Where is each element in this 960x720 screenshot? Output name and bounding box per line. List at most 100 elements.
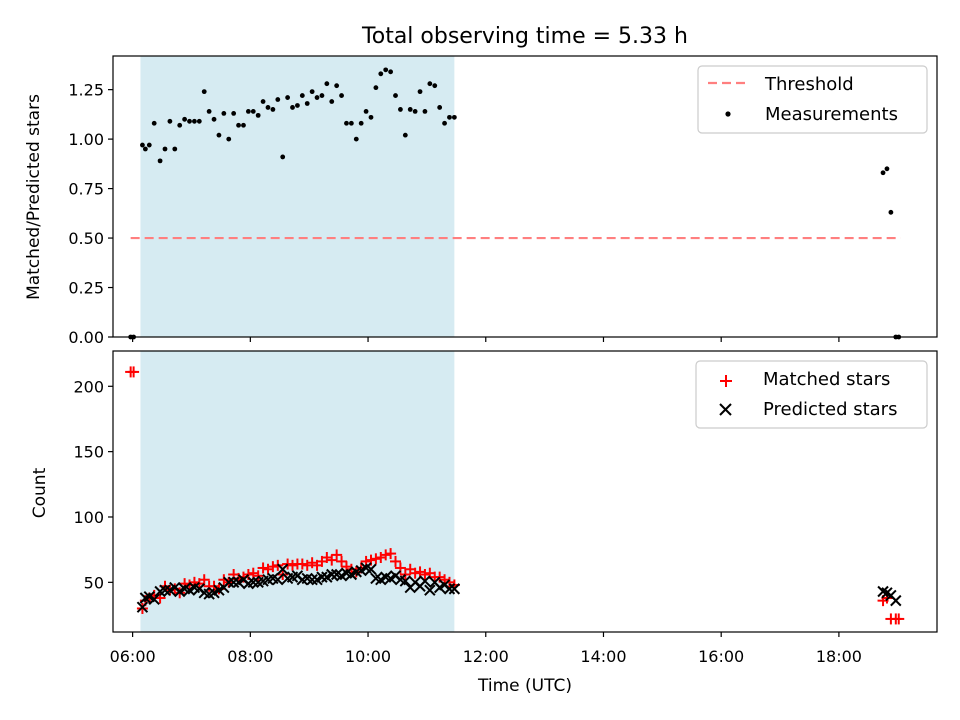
measurement-point [407, 107, 413, 112]
measurement-point [383, 67, 389, 73]
measurement-point [275, 97, 281, 102]
y-tick-label: 100 [73, 508, 104, 527]
legend-top: Threshold Measurements [697, 65, 928, 134]
measurement-point [192, 118, 197, 124]
measurement-point [353, 136, 359, 142]
measurement-point [888, 209, 894, 215]
measurement-point [285, 95, 291, 100]
legend-matched-label: Matched stars [763, 369, 890, 390]
matched-star-point [247, 567, 259, 579]
measurement-point [245, 109, 251, 114]
matched-star-point [370, 553, 382, 565]
measurement-point [437, 105, 443, 110]
measurement-point [388, 69, 394, 75]
predicted-star-point [326, 568, 338, 581]
measurement-point [151, 120, 157, 126]
plot-frame-bottom [112, 350, 938, 633]
y-tick-label: 200 [73, 377, 104, 396]
measurement-point [398, 107, 403, 112]
matched-star-point [128, 366, 140, 378]
x-tick-label: 08:00 [227, 647, 273, 666]
measurement-point [172, 146, 178, 152]
matched-star-point [321, 552, 333, 564]
predicted-star-point [148, 593, 160, 606]
measurement-point [182, 116, 188, 122]
predicted-star-point [159, 584, 171, 596]
legend-threshold-label: Threshold [764, 74, 854, 95]
legend-measurements-swatch [725, 111, 731, 117]
measurement-point [201, 89, 207, 95]
measurement-point [368, 114, 374, 120]
legend-box-top [697, 65, 928, 134]
predicted-star-point [227, 576, 240, 589]
y-axis-ticks-bottom: 50 100 150 200 [73, 377, 113, 592]
x-tick-label: 18:00 [816, 647, 862, 666]
measurement-point [314, 95, 320, 100]
measurement-point [255, 112, 261, 118]
legend-box-bottom [695, 360, 928, 429]
y-tick-label: 0.25 [68, 279, 104, 298]
matched-star-point [198, 574, 210, 586]
y-tick-label: 1.00 [68, 130, 104, 149]
measurement-point [378, 71, 384, 77]
measurement-point [417, 89, 423, 95]
predicted-star-point [877, 585, 889, 598]
count-panel: 50 100 150 200 06:00 08:00 10:00 12:00 14:00 16:… [30, 350, 938, 696]
legend-predicted-swatch [719, 403, 732, 416]
measurement-point [339, 93, 344, 98]
x-axis-label: Time (UTC) [477, 676, 572, 696]
predicted-star-point [419, 575, 431, 587]
measurement-point [167, 118, 173, 124]
measurement-point [344, 120, 349, 126]
legend-measurements-label: Measurements [765, 104, 898, 125]
predicted-star-point [276, 563, 289, 575]
measurement-point [162, 146, 168, 152]
matched-star-point [409, 567, 421, 579]
predicted-star-point [136, 601, 149, 613]
measurement-point [884, 166, 890, 172]
predicted-star-point [424, 584, 436, 596]
measurement-point [880, 170, 886, 176]
measurement-point [432, 83, 438, 89]
matched-star-point [331, 549, 343, 561]
legend-matched-swatch [720, 375, 732, 387]
matched-star-point [326, 554, 338, 566]
matched-star-point [893, 613, 905, 625]
measurement-point [334, 83, 340, 89]
matched-star-point [375, 552, 387, 564]
measurement-point [290, 105, 295, 110]
chart-title: Total observing time = 5.33 h [361, 24, 688, 49]
matched-star-point [419, 568, 431, 580]
matched-star-point [336, 555, 348, 567]
measurement-point [177, 122, 183, 128]
predicted-stars-points [136, 562, 902, 613]
y-tick-label: 0.50 [68, 229, 104, 248]
y-tick-label: 1.25 [68, 81, 104, 100]
measurement-point [142, 146, 148, 152]
measurement-point [241, 122, 246, 128]
x-axis-ticks-top [132, 337, 840, 342]
x-tick-label: 10:00 [345, 647, 391, 666]
measurement-point [412, 109, 418, 114]
x-axis-ticks-bottom: 06:00 08:00 10:00 12:00 14:00 16:00 18:00 [110, 632, 862, 666]
measurement-point [221, 110, 227, 116]
matched-star-point [414, 566, 426, 578]
observing-window-shade [140, 56, 455, 337]
x-tick-label: 16:00 [698, 647, 744, 666]
predicted-star-point [247, 576, 259, 589]
predicted-star-point [365, 563, 377, 575]
measurement-point [270, 107, 276, 112]
matched-star-point [262, 563, 274, 575]
ratio-panel: 0.00 0.25 0.50 0.75 1.00 1.25 Matched/Predict… [24, 55, 938, 347]
measurement-point [157, 158, 163, 164]
y-tick-label: 50 [84, 573, 104, 592]
x-tick-label: 12:00 [463, 647, 509, 666]
matched-star-point [252, 570, 264, 582]
measurement-point [265, 105, 271, 110]
y-tick-label: 0.00 [68, 328, 104, 347]
measurement-point [324, 81, 330, 87]
measurement-point [140, 142, 145, 148]
matched-star-point [301, 559, 313, 571]
measurement-point [216, 132, 222, 138]
